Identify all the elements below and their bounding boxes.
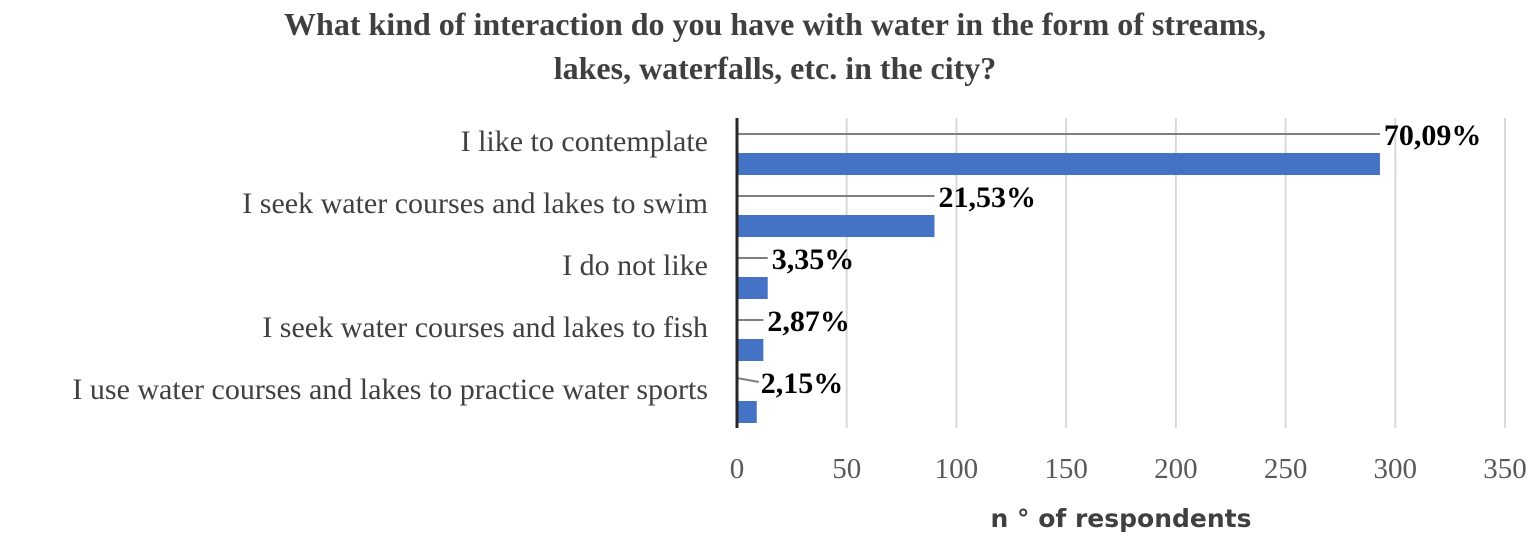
x-tick-label: 250 xyxy=(1264,453,1308,485)
leader-line xyxy=(736,377,759,383)
bar xyxy=(737,277,768,299)
x-tick-label: 300 xyxy=(1374,453,1418,485)
chart-title-line-1: What kind of interaction do you have wit… xyxy=(284,6,1266,42)
bar xyxy=(737,215,935,237)
category-label: I seek water courses and lakes to fish xyxy=(262,311,708,344)
bar xyxy=(737,153,1380,175)
x-tick-label: 100 xyxy=(935,453,979,485)
x-tick-label: 350 xyxy=(1483,453,1527,485)
data-labels: 70,09% 21,53% 3,35% 2,87% 2,15% xyxy=(761,119,1482,400)
category-label: I like to contemplate xyxy=(461,125,708,158)
bar xyxy=(737,339,764,361)
chart-title-line-2: lakes, waterfalls, etc. in the city? xyxy=(553,50,997,86)
bars xyxy=(737,153,1380,423)
data-label: 3,35% xyxy=(772,243,855,276)
data-label: 21,53% xyxy=(938,181,1036,214)
bar xyxy=(737,401,757,423)
leader-lines xyxy=(736,133,1380,383)
x-tick-label: 200 xyxy=(1154,453,1198,485)
chart-title: What kind of interaction do you have wit… xyxy=(0,2,1535,90)
data-label: 2,15% xyxy=(761,367,844,400)
x-axis-title: n ° of respondents xyxy=(991,504,1252,533)
category-labels: I like to contemplate I seek water course… xyxy=(72,125,708,406)
data-label: 2,87% xyxy=(767,305,850,338)
x-tick-label: 50 xyxy=(832,453,861,485)
category-label: I do not like xyxy=(562,249,708,282)
x-tick-label: 0 xyxy=(730,453,745,485)
category-label: I seek water courses and lakes to swim xyxy=(242,187,708,220)
x-tick-labels: 0 50 100 150 200 250 300 350 xyxy=(730,453,1527,485)
x-tick-label: 150 xyxy=(1044,453,1088,485)
data-label: 70,09% xyxy=(1384,119,1482,152)
category-label: I use water courses and lakes to practic… xyxy=(72,373,708,406)
